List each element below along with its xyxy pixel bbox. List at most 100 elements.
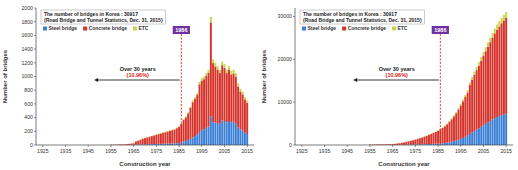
- bar: [185, 117, 187, 141]
- legend: Steel bridgeConcrete bridgeETC: [302, 25, 408, 31]
- bar: [201, 131, 203, 145]
- y-tick-label: 800: [24, 87, 33, 93]
- bars: [110, 17, 248, 145]
- bar: [389, 144, 391, 145]
- bar: [430, 134, 432, 144]
- y-tick-label: 30000: [278, 13, 293, 19]
- bar: [467, 136, 469, 145]
- bar: [174, 128, 176, 130]
- bar: [485, 51, 487, 124]
- bar: [462, 138, 464, 145]
- annotation-percent: (10.96%): [386, 72, 408, 78]
- bar: [401, 143, 403, 145]
- bar: [496, 25, 498, 30]
- y-tick-label: 1000: [21, 73, 33, 79]
- x-tick: [156, 145, 157, 147]
- bar: [185, 116, 187, 117]
- bar: [160, 133, 162, 143]
- bar: [492, 38, 494, 120]
- y-tick: [293, 102, 295, 103]
- bar: [487, 122, 489, 145]
- bar: [142, 139, 144, 145]
- bar: [478, 128, 480, 145]
- bar: [410, 140, 412, 141]
- bar: [428, 134, 430, 135]
- x-tick-label: 1975: [151, 148, 163, 154]
- bar: [199, 82, 201, 84]
- bar: [214, 63, 216, 67]
- y-tick: [34, 131, 36, 132]
- bar: [187, 112, 189, 113]
- bar: [505, 18, 507, 114]
- arrow-shaft: [356, 80, 439, 81]
- bar: [387, 144, 389, 145]
- y-tick: [293, 145, 295, 146]
- bar: [192, 137, 194, 145]
- bar: [228, 66, 230, 70]
- bar: [194, 136, 196, 145]
- bar: [171, 129, 173, 131]
- bar: [423, 137, 425, 145]
- bar: [403, 142, 405, 143]
- panel: 0100002000030000192519351945195519651975…: [261, 8, 513, 167]
- bar: [496, 30, 498, 117]
- bar: [433, 133, 435, 144]
- bar: [196, 93, 198, 95]
- bar: [419, 137, 421, 138]
- bar: [210, 116, 212, 145]
- bar: [178, 126, 180, 128]
- bar: [489, 38, 491, 42]
- bar: [142, 138, 144, 139]
- bar: [149, 136, 151, 137]
- bar: [458, 140, 460, 145]
- x-tick: [347, 145, 348, 147]
- bar: [435, 131, 437, 133]
- legend-label: Concrete bridge: [348, 25, 387, 31]
- x-tick-label: 1955: [105, 148, 117, 154]
- bar: [135, 141, 137, 144]
- x-tick: [438, 145, 439, 147]
- bar: [426, 136, 428, 144]
- bar: [199, 132, 201, 145]
- bar: [442, 128, 444, 143]
- bar: [437, 130, 439, 132]
- bar: [187, 140, 189, 145]
- y-tick-label: 1600: [21, 32, 33, 38]
- annotation-percent: (10.96%): [127, 72, 149, 78]
- bar: [460, 105, 462, 138]
- bar: [144, 137, 146, 138]
- legend-swatch: [83, 27, 87, 31]
- bar: [155, 134, 157, 135]
- title-box: The number of bridges in Korea : 30917(R…: [300, 10, 425, 24]
- x-tick: [415, 145, 416, 147]
- bar: [392, 143, 394, 144]
- bar: [455, 113, 457, 140]
- y-tick-label: 0: [30, 142, 33, 148]
- bar: [203, 77, 205, 80]
- bar: [464, 95, 466, 97]
- legend-label: Concrete bridge: [89, 25, 128, 31]
- x-tick-label: 1925: [296, 148, 308, 154]
- reference-label: 1986: [175, 27, 187, 33]
- x-axis-label: Construction year: [119, 161, 171, 167]
- bar: [471, 77, 473, 80]
- bar: [217, 70, 219, 123]
- bar: [480, 61, 482, 127]
- bar: [235, 73, 237, 76]
- y-tick: [34, 62, 36, 63]
- legend-swatch: [392, 27, 396, 31]
- bar: [242, 94, 244, 130]
- bar: [478, 66, 480, 129]
- bar: [428, 135, 430, 144]
- bar: [489, 42, 491, 121]
- bar: [396, 143, 398, 144]
- bar: [205, 76, 207, 128]
- bar: [151, 136, 153, 144]
- bar: [228, 121, 230, 145]
- bar: [192, 102, 194, 137]
- bar: [201, 78, 203, 81]
- bar: [444, 125, 446, 127]
- y-tick: [293, 59, 295, 60]
- bar: [455, 112, 457, 113]
- bar: [219, 124, 221, 145]
